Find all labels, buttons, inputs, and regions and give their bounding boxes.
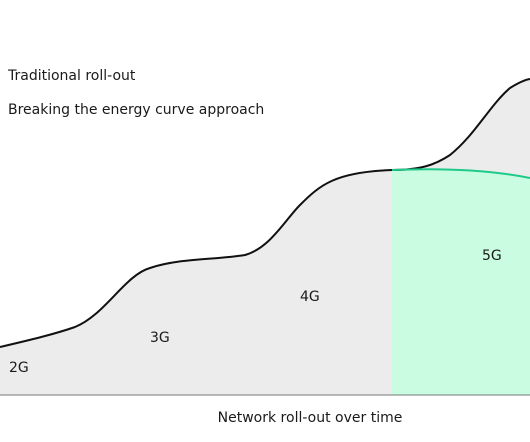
generation-label: 2G (9, 360, 29, 376)
generation-label: 3G (150, 330, 170, 346)
energy-curve (391, 168, 530, 179)
x-axis-label: Network roll-out over time (218, 410, 403, 426)
traditional-area (0, 170, 392, 395)
legend-item: Traditional roll-out (7, 68, 136, 84)
traditional-area-5g (392, 79, 530, 178)
energy-curve-area (392, 169, 530, 395)
generation-label: 4G (300, 289, 320, 305)
traditional-curve (0, 78, 530, 348)
generation-label: 5G (482, 248, 502, 264)
legend-item: Breaking the energy curve approach (8, 102, 264, 118)
